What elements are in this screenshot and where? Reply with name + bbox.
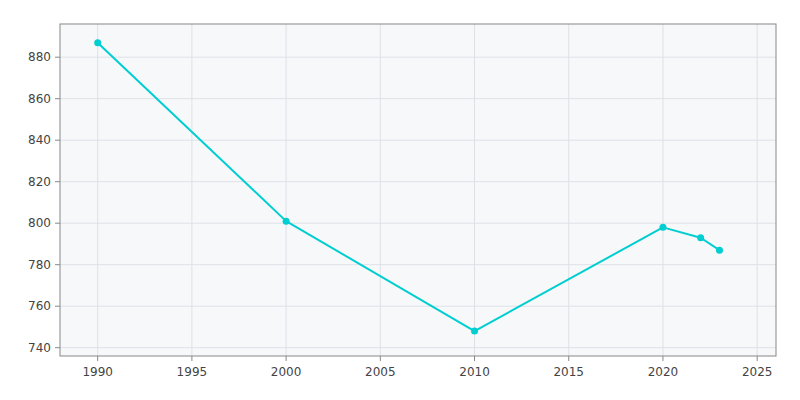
y-tick xyxy=(55,306,60,307)
x-tick-label: 2010 xyxy=(459,365,490,379)
x-tick-label: 2025 xyxy=(742,365,773,379)
y-tick xyxy=(55,264,60,265)
plot-frame xyxy=(60,24,776,356)
series xyxy=(94,39,723,334)
y-grid-line xyxy=(60,223,776,224)
y-grid-line xyxy=(60,57,776,58)
x-tick xyxy=(286,356,287,361)
y-tick xyxy=(55,223,60,224)
x-tick-label: 1990 xyxy=(82,365,113,379)
x-tick xyxy=(97,356,98,361)
y-grid-line xyxy=(60,140,776,141)
y-tick-label: 820 xyxy=(28,175,51,189)
x-tick-label: 2005 xyxy=(365,365,396,379)
y-grid-line xyxy=(60,347,776,348)
y-tick xyxy=(55,57,60,58)
x-tick-label: 2000 xyxy=(271,365,302,379)
y-grid-line xyxy=(60,264,776,265)
point xyxy=(716,247,723,254)
y-tick-label: 880 xyxy=(28,50,51,64)
x-tick xyxy=(568,356,569,361)
x-tick xyxy=(662,356,663,361)
point xyxy=(697,234,704,241)
y-tick-label: 780 xyxy=(28,258,51,272)
x-tick xyxy=(474,356,475,361)
grid xyxy=(55,24,776,361)
chart-svg: 1990 1995 2000 2005 2010 2015 2020 2025 740 760 78… xyxy=(0,0,800,400)
y-tick-label: 740 xyxy=(28,341,51,355)
y-tick-label: 860 xyxy=(28,92,51,106)
point xyxy=(659,224,666,231)
line xyxy=(98,43,720,331)
x-tick xyxy=(191,356,192,361)
y-grid-line xyxy=(60,181,776,182)
point xyxy=(471,328,478,335)
y-tick-label: 760 xyxy=(28,299,51,313)
point xyxy=(94,39,101,46)
plot-area xyxy=(60,24,776,356)
y-tick-label: 800 xyxy=(28,216,51,230)
y-tick xyxy=(55,347,60,348)
y-tick xyxy=(55,140,60,141)
y-grid-line xyxy=(60,98,776,99)
y-tick-label: 840 xyxy=(28,133,51,147)
x-tick-label: 2020 xyxy=(648,365,679,379)
x-tick xyxy=(380,356,381,361)
point xyxy=(283,218,290,225)
x-tick xyxy=(757,356,758,361)
x-tick-label: 2015 xyxy=(553,365,584,379)
y-tick xyxy=(55,181,60,182)
x-tick-label: 1995 xyxy=(177,365,208,379)
chart-container: 1990 1995 2000 2005 2010 2015 2020 2025 740 760 78… xyxy=(0,0,800,400)
y-tick xyxy=(55,98,60,99)
y-grid-line xyxy=(60,306,776,307)
tick-labels: 1990 1995 2000 2005 2010 2015 2020 2025 740 760 78… xyxy=(28,50,772,379)
